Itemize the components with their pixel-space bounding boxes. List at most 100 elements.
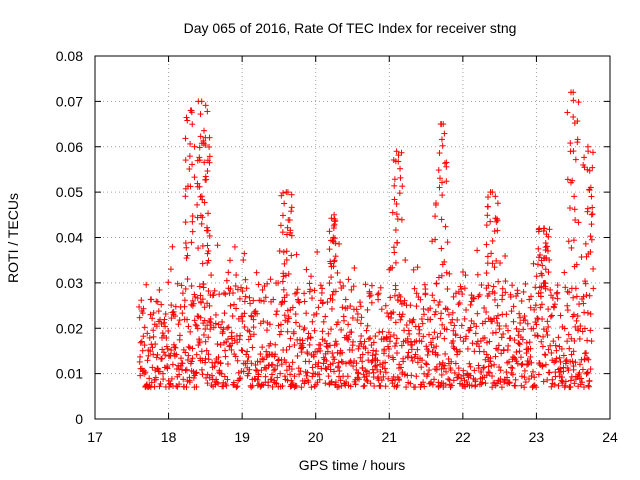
data-point (314, 363, 321, 370)
data-point (549, 294, 556, 301)
data-point (199, 260, 206, 267)
data-point (326, 246, 333, 253)
x-tick-label: 22 (455, 429, 471, 445)
data-point (394, 350, 401, 357)
data-point (491, 228, 498, 235)
data-point (391, 249, 398, 256)
data-point (586, 383, 593, 390)
data-point (264, 319, 271, 326)
data-point (205, 334, 212, 341)
data-point (205, 288, 212, 295)
data-point (153, 298, 160, 305)
data-point (432, 201, 439, 208)
y-tick-label: 0.03 (56, 275, 83, 291)
data-point (487, 358, 494, 365)
data-point (262, 373, 269, 380)
data-point (201, 159, 208, 166)
data-point (186, 344, 193, 351)
data-point (314, 248, 321, 255)
data-point (443, 159, 450, 166)
data-point (532, 319, 539, 326)
data-point (534, 333, 541, 340)
data-point (472, 382, 479, 389)
data-point (486, 369, 493, 376)
data-point (315, 304, 322, 311)
data-point (439, 321, 446, 328)
data-point (431, 329, 438, 336)
data-point (294, 352, 301, 359)
data-point (496, 325, 503, 332)
data-point (422, 360, 429, 367)
data-point (495, 342, 502, 349)
data-point (183, 366, 190, 373)
data-point (525, 361, 532, 368)
data-point (390, 244, 397, 251)
data-point (397, 316, 404, 323)
data-point (483, 308, 490, 315)
data-point (275, 357, 282, 364)
data-point (137, 372, 144, 379)
data-point (571, 206, 578, 213)
data-point (212, 359, 219, 366)
data-point (197, 193, 204, 200)
data-point (219, 318, 226, 325)
data-point (276, 248, 283, 255)
data-point (207, 326, 214, 333)
data-point (162, 352, 169, 359)
y-tick-label: 0.05 (56, 184, 83, 200)
data-point (257, 351, 264, 358)
data-point (146, 375, 153, 382)
data-point (241, 298, 248, 305)
data-point (260, 318, 267, 325)
data-point (586, 167, 593, 174)
data-point (513, 293, 520, 300)
data-point (437, 121, 444, 128)
data-point (474, 310, 481, 317)
data-point (179, 360, 186, 367)
data-point (175, 321, 182, 328)
data-point (165, 328, 172, 335)
data-point (461, 315, 468, 322)
data-point (250, 297, 257, 304)
data-point (400, 358, 407, 365)
data-point (460, 268, 467, 275)
data-point (545, 269, 552, 276)
data-point (252, 367, 259, 374)
data-point (279, 229, 286, 236)
data-point (309, 295, 316, 302)
data-point (336, 240, 343, 247)
data-point (552, 342, 559, 349)
data-point (413, 303, 420, 310)
data-point (481, 364, 488, 371)
data-point (590, 285, 597, 292)
data-point (457, 334, 464, 341)
data-point (324, 299, 331, 306)
chart-title: Day 065 of 2016, Rate Of TEC Index for r… (184, 20, 517, 36)
data-point (229, 340, 236, 347)
data-point (193, 351, 200, 358)
data-point (240, 256, 247, 263)
data-point (450, 343, 457, 350)
data-point (446, 270, 453, 277)
data-point (414, 359, 421, 366)
data-point (570, 311, 577, 318)
data-point (353, 306, 360, 313)
data-point (306, 280, 313, 287)
data-point (582, 280, 589, 287)
data-point (429, 381, 436, 388)
data-point (263, 348, 270, 355)
data-point (202, 142, 209, 149)
data-point (570, 148, 577, 155)
y-tick-label: 0.04 (56, 230, 83, 246)
data-point (261, 364, 268, 371)
data-point (176, 381, 183, 388)
data-point (370, 369, 377, 376)
data-point (575, 99, 582, 106)
data-point (234, 383, 241, 390)
data-point (279, 278, 286, 285)
data-point (570, 294, 577, 301)
data-point (390, 332, 397, 339)
data-point (172, 313, 179, 320)
data-point (141, 342, 148, 349)
data-point (443, 269, 450, 276)
